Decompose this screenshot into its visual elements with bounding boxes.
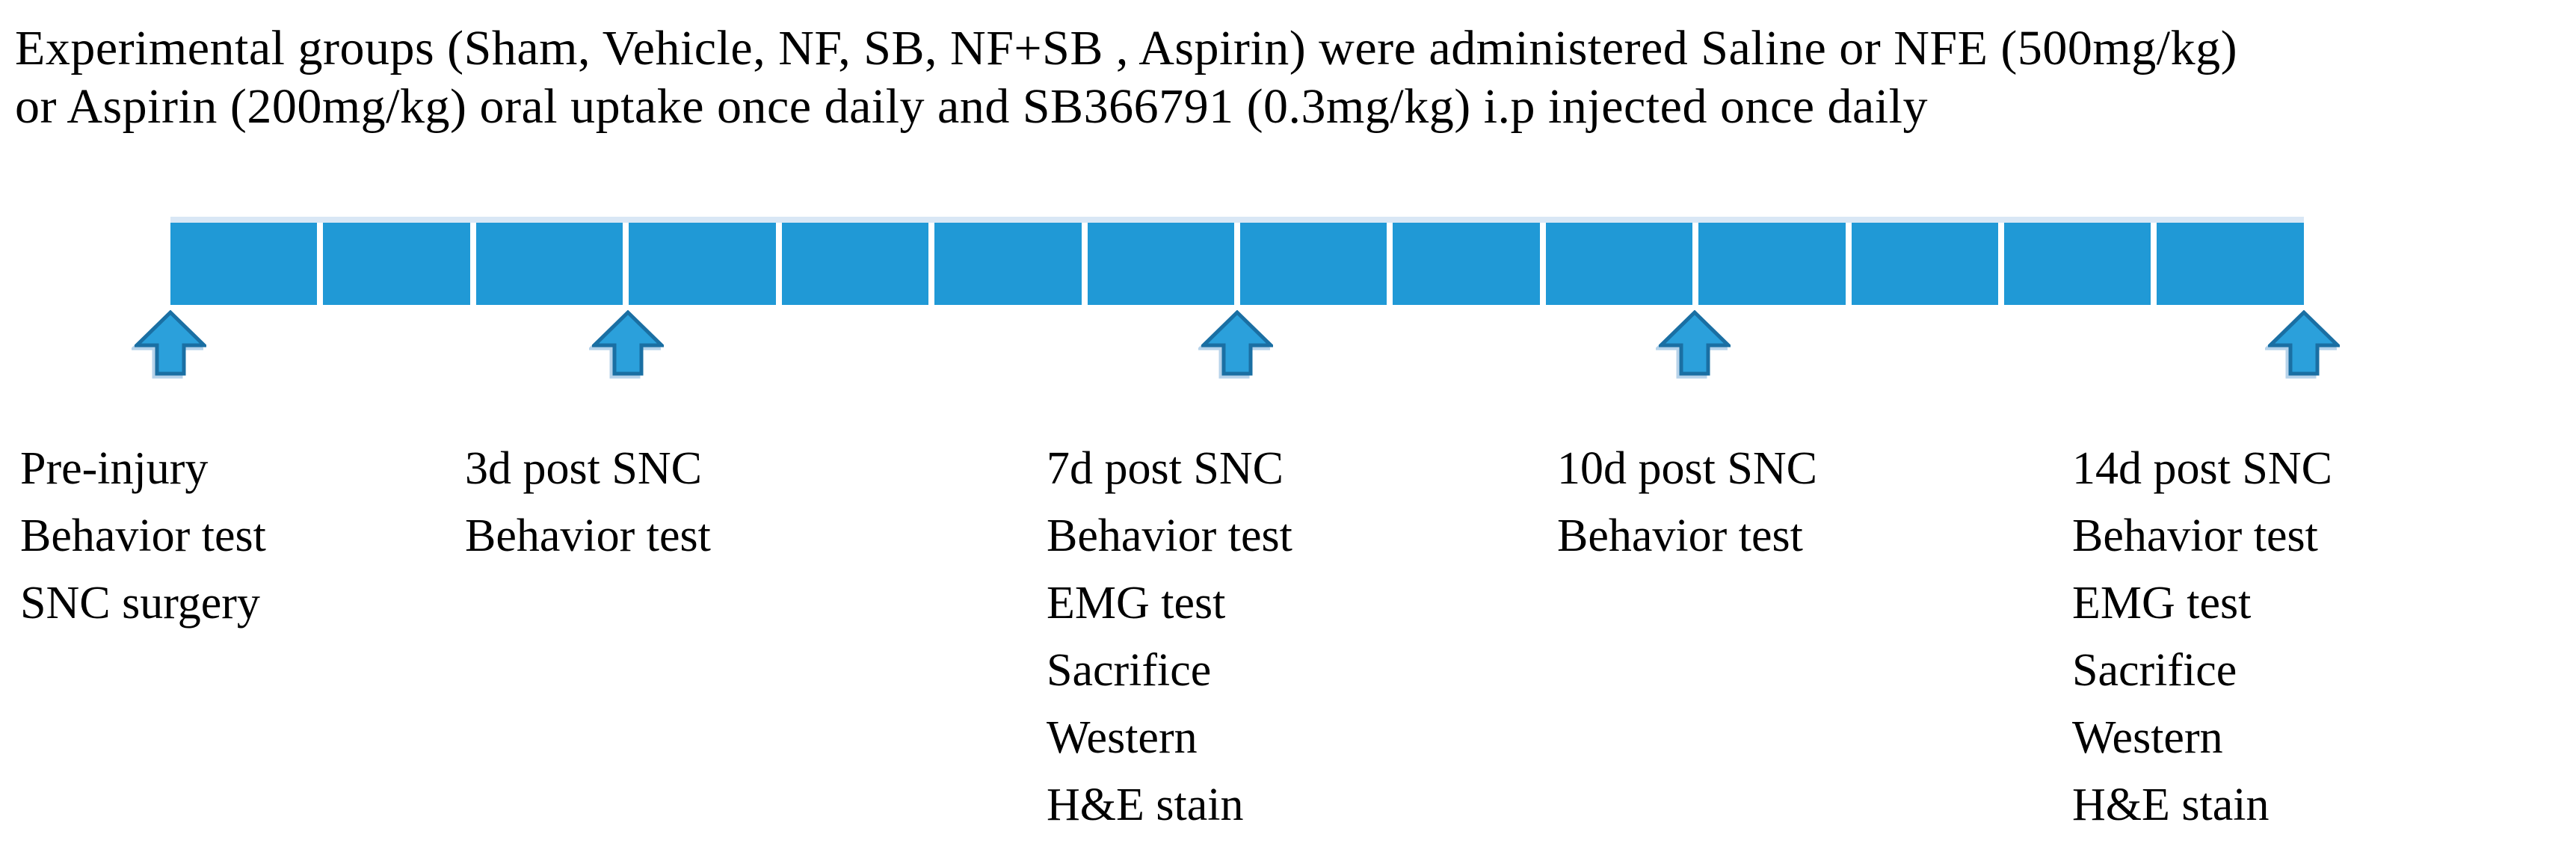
- event-label-line: EMG test: [1047, 578, 1226, 629]
- event-label-line: 7d post SNC: [1047, 443, 1284, 494]
- event-label-line: Sacrifice: [1047, 645, 1212, 696]
- event-label-line: Western: [2072, 712, 2223, 763]
- up-arrow-icon: [591, 310, 664, 376]
- event-label-line: Western: [1047, 712, 1198, 763]
- event-label-group: 7d post SNC Behavior test EMG test Sacrific…: [1047, 435, 1292, 839]
- timeline-segment: [2004, 223, 2151, 305]
- caption-line-1: Experimental groups (Sham, Vehicle, NF, …: [15, 21, 2238, 75]
- event-label-line: H&E stain: [1047, 779, 1244, 830]
- timeline-segment: [1393, 223, 1540, 305]
- event-label-group: 10d post SNC Behavior test: [1557, 435, 1817, 569]
- event-label-line: 3d post SNC: [465, 443, 702, 494]
- up-arrow-icon: [1658, 310, 1731, 376]
- event-label-line: Behavior test: [1047, 510, 1292, 561]
- timeline-segment: [1545, 223, 1693, 305]
- event-label-line: 14d post SNC: [2072, 443, 2332, 494]
- event-label-line: H&E stain: [2072, 779, 2270, 830]
- caption-line-2: or Aspirin (200mg/kg) oral uptake once d…: [15, 79, 1928, 134]
- timeline-segment: [1239, 223, 1387, 305]
- event-label-line: 10d post SNC: [1557, 443, 1817, 494]
- event-label-line: Behavior test: [465, 510, 711, 561]
- timeline-bar: [170, 223, 2304, 305]
- up-arrow-icon: [2268, 310, 2340, 376]
- timeline-segment: [629, 223, 776, 305]
- timeline-segment: [1087, 223, 1234, 305]
- timeline-segment: [1698, 223, 1846, 305]
- event-label-group: 14d post SNC Behavior test EMG test Sacrifi…: [2072, 435, 2332, 839]
- event-label-line: Behavior test: [1557, 510, 1803, 561]
- event-label-line: SNC surgery: [20, 578, 260, 629]
- event-label-line: Behavior test: [20, 510, 266, 561]
- timeline-segment: [934, 223, 1082, 305]
- up-arrow-icon: [135, 310, 206, 376]
- event-label-line: EMG test: [2072, 578, 2252, 629]
- timeline-segment: [475, 223, 623, 305]
- event-label-line: Pre-injury: [20, 443, 209, 494]
- event-label-group: 3d post SNC Behavior test: [465, 435, 711, 569]
- event-label-line: Behavior test: [2072, 510, 2318, 561]
- up-arrow-icon: [1201, 310, 1273, 376]
- figure-caption: Experimental groups (Sham, Vehicle, NF, …: [15, 19, 2237, 136]
- timeline-segment: [1851, 223, 1999, 305]
- timeline-segment: [781, 223, 929, 305]
- event-label-group: Pre-injury Behavior test SNC surgery: [20, 435, 266, 637]
- event-label-line: Sacrifice: [2072, 645, 2237, 696]
- timeline-bar-top-highlight: [170, 217, 2304, 223]
- timeline-segment: [323, 223, 470, 305]
- timeline-segment: [2157, 223, 2304, 305]
- timeline-segment: [170, 223, 318, 305]
